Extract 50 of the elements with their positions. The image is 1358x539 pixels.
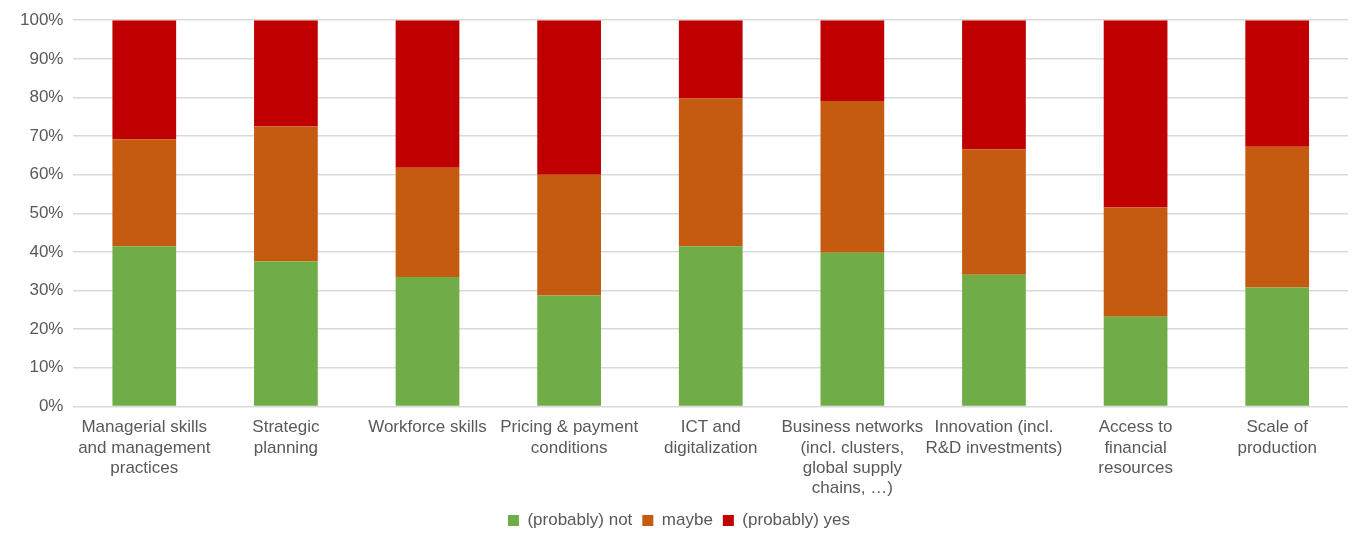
legend-label: (probably) not: [527, 510, 633, 530]
bar: [395, 20, 460, 168]
legend-label: maybe: [661, 510, 713, 530]
bar: [1245, 287, 1310, 406]
x-tick-label: Pricing & payment conditions: [500, 417, 639, 457]
bar: [395, 167, 460, 278]
x-tick-label: Innovation (incl. R&D investments): [925, 417, 1063, 457]
bar: [254, 126, 318, 262]
bar: [962, 20, 1026, 150]
x-tick-label: ICT and digitalization: [663, 417, 758, 457]
y-tick-label: 30%: [29, 280, 64, 300]
y-tick-label: 50%: [29, 202, 64, 222]
y-tick-label: 100%: [20, 9, 64, 29]
bar: [820, 20, 885, 101]
y-tick-label: 90%: [29, 48, 64, 68]
bar: [254, 20, 318, 127]
bar: [1103, 316, 1168, 406]
x-tick-label: Access to financial resources: [1098, 417, 1173, 478]
bar: [395, 277, 460, 406]
x-tick-label: Strategic planning: [252, 417, 320, 457]
y-tick-label: 70%: [29, 125, 64, 145]
x-tick-label: Workforce skills: [368, 417, 487, 437]
bar: [1103, 207, 1168, 317]
bar: [820, 100, 885, 253]
bar: [1245, 20, 1310, 147]
bar: [678, 246, 743, 406]
bar: [112, 139, 177, 247]
bar: [112, 20, 177, 140]
bar: [1245, 146, 1310, 288]
bar: [254, 261, 318, 406]
bar: [962, 149, 1026, 275]
bar: [678, 20, 743, 99]
y-tick-label: 10%: [29, 357, 64, 377]
x-tick-label: Managerial skills and management practices: [78, 417, 211, 478]
bar: [962, 274, 1026, 406]
bar: [537, 20, 601, 175]
x-tick-label: Business networks (incl. clusters, global supply chains, …): [781, 417, 924, 498]
y-tick-label: 40%: [29, 241, 64, 261]
y-tick-label: 0%: [38, 396, 64, 416]
y-tick-label: 80%: [29, 87, 64, 107]
bar: [112, 246, 177, 406]
bar: [820, 252, 885, 406]
bar: [537, 295, 601, 406]
legend-label: (probably) yes: [742, 510, 851, 530]
bar: [1103, 20, 1168, 208]
y-tick-label: 20%: [29, 318, 64, 338]
bar: [678, 98, 743, 247]
x-tick-label: Scale of production: [1237, 417, 1317, 457]
bar: [537, 174, 601, 296]
y-tick-label: 60%: [29, 164, 64, 184]
